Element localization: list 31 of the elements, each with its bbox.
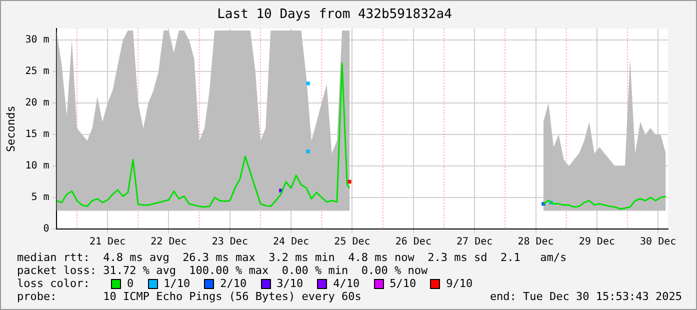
x-tick-label: 30 Dec (640, 236, 676, 248)
text: packet loss: 31.72 % avg 100.00 % max 0.00 % min 0.00 % now (17, 264, 429, 277)
x-tick-label: 27 Dec (456, 236, 493, 248)
x-tick-label: 26 Dec (395, 236, 432, 248)
legend-label: 0 (127, 277, 134, 290)
y-tick-label: 0 (43, 224, 50, 235)
y-tick-label: 5 m (31, 192, 50, 204)
x-tick-label: 24 Dec (273, 236, 310, 248)
text: median rtt: 4.8 ms avg 26.3 ms max 3.2 ms min 4.8 ms now 2.3 ms sd 2.1 am/s (17, 251, 568, 264)
y-tick-label: 30 m (25, 34, 50, 46)
y-tick-label: 20 m (25, 98, 50, 109)
legend-label: 5/10 (390, 277, 416, 290)
y-tick-label: 25 m (25, 66, 50, 78)
x-tick-label: 25 Dec (334, 236, 370, 248)
y-tick-label: 15 m (25, 129, 50, 140)
legend-title: loss color: (17, 277, 91, 290)
y-axis-title: Seconds (4, 106, 18, 152)
legend-label: 3/10 (276, 277, 304, 290)
chart-title: Last 10 Days from 432b591832a4 (217, 7, 452, 22)
x-tick-label: 28 Dec (518, 236, 554, 248)
x-tick-label: 29 Dec (578, 236, 615, 248)
text: probe: 10 ICMP Echo Pings (56 Bytes) every 60s (17, 290, 362, 303)
x-tick-label: 21 Dec (89, 236, 126, 248)
legend-label: 9/10 (446, 277, 473, 290)
legend-label: 4/10 (333, 277, 360, 290)
legend-label: 2/10 (220, 277, 247, 290)
y-tick-label: 10 m (25, 160, 50, 172)
x-tick-label: 22 Dec (150, 236, 187, 248)
text: end: Tue Dec 30 15:53:43 2025 (490, 290, 682, 303)
legend-label: 1/10 (164, 277, 190, 290)
x-tick-label: 23 Dec (212, 236, 248, 248)
